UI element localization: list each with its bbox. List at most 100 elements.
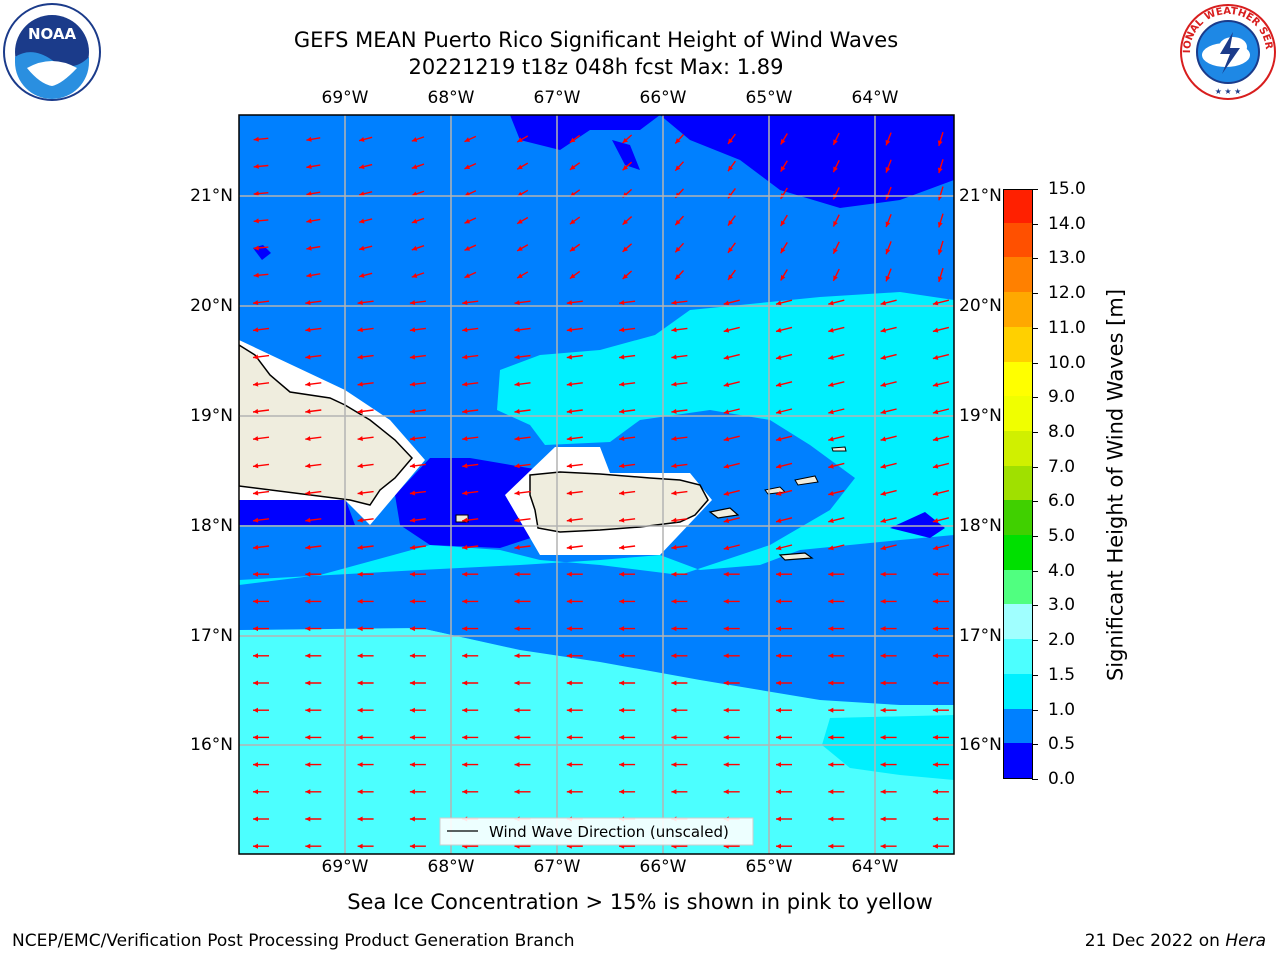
- wave-direction-arrow: [828, 571, 845, 577]
- wave-direction-arrow: [357, 626, 374, 632]
- lon-label-bottom: 66°W: [639, 857, 687, 877]
- wave-direction-arrow: [253, 191, 269, 197]
- wave-direction-arrow: [828, 353, 845, 360]
- colorbar-segment: [1004, 708, 1032, 744]
- colorbar-segment: [1004, 222, 1032, 258]
- colorbar-segment: [1004, 291, 1032, 327]
- wave-direction-arrow: [462, 680, 479, 686]
- wave-direction-arrow: [305, 653, 322, 659]
- map-legend: Wind Wave Direction (unscaled): [439, 817, 754, 846]
- wave-direction-arrow: [253, 843, 269, 849]
- wave-direction-arrow: [885, 241, 892, 255]
- wave-direction-arrow: [723, 299, 740, 306]
- wave-direction-arrow: [619, 734, 636, 740]
- wave-direction-arrow: [880, 653, 897, 659]
- lat-label-left: 18°N: [190, 516, 233, 536]
- wave-direction-arrow: [619, 653, 636, 659]
- wave-direction-arrow: [727, 133, 736, 145]
- wave-direction-arrow: [514, 408, 531, 414]
- wave-direction-arrow: [723, 408, 740, 415]
- wave-direction-arrow: [880, 571, 897, 577]
- wave-direction-arrow: [462, 707, 479, 713]
- wave-direction-arrow: [723, 517, 740, 524]
- wave-direction-arrow: [253, 571, 269, 577]
- wave-direction-arrow: [937, 240, 944, 255]
- wave-direction-arrow: [723, 462, 740, 469]
- wave-direction-arrow: [619, 571, 636, 577]
- wave-direction-arrow: [828, 489, 845, 496]
- wave-direction-arrow: [828, 762, 845, 768]
- footer-date: 21 Dec 2022 on Hera: [1084, 931, 1266, 951]
- svg-text:Wind Wave Direction (unscaled): Wind Wave Direction (unscaled): [489, 823, 729, 841]
- colorbar-segment: [1004, 534, 1032, 570]
- lat-label-right: 21°N: [959, 186, 1002, 206]
- wave-direction-arrow: [357, 680, 374, 686]
- wave-direction-arrow: [409, 598, 426, 604]
- colorbar-segment: [1004, 465, 1032, 501]
- wave-direction-arrow: [358, 272, 373, 278]
- wave-direction-arrow: [880, 462, 897, 469]
- wave-direction-arrow: [464, 271, 477, 279]
- colorbar-tick-label: 2.0: [1031, 630, 1075, 650]
- wave-direction-arrow: [776, 680, 792, 686]
- wave-direction-arrow: [566, 381, 583, 387]
- wave-direction-arrow: [828, 408, 845, 415]
- wave-direction-arrow: [462, 408, 479, 414]
- wave-direction-arrow: [514, 544, 531, 550]
- wave-direction-arrow: [411, 163, 425, 170]
- wave-direction-arrow: [305, 816, 322, 822]
- wave-direction-arrow: [464, 135, 477, 143]
- wave-direction-arrow: [409, 762, 426, 768]
- wave-direction-arrow: [674, 242, 685, 253]
- wave-direction-arrow: [671, 300, 688, 306]
- wave-direction-arrow: [358, 163, 373, 170]
- wave-direction-arrow: [674, 215, 685, 226]
- wave-direction-arrow: [828, 734, 845, 740]
- wave-direction-arrow: [671, 381, 688, 387]
- wave-direction-arrow: [357, 843, 374, 849]
- wave-direction-arrow: [305, 463, 322, 469]
- wave-direction-arrow: [619, 463, 636, 469]
- wave-direction-arrow: [305, 680, 322, 686]
- wave-direction-arrow: [671, 354, 688, 360]
- wave-direction-arrow: [252, 436, 270, 442]
- wave-direction-arrow: [411, 136, 425, 142]
- wave-direction-arrow: [514, 490, 531, 496]
- wave-direction-arrow: [566, 626, 583, 632]
- wave-direction-arrow: [514, 626, 531, 632]
- wave-direction-arrow: [305, 571, 322, 577]
- wave-direction-arrow: [671, 544, 688, 550]
- wave-direction-arrow: [832, 214, 840, 227]
- wave-direction-arrow: [514, 436, 531, 442]
- wave-direction-arrow: [462, 598, 479, 604]
- wave-direction-arrow: [357, 734, 374, 740]
- wave-direction-arrow: [932, 544, 950, 551]
- colorbar-label: Significant Height of Wind Waves [m]: [1103, 288, 1128, 682]
- wave-direction-arrow: [252, 327, 270, 333]
- wave-direction-arrow: [674, 270, 685, 280]
- wave-direction-arrow: [462, 436, 479, 442]
- colorbar-tick-label: 0.5: [1031, 734, 1075, 754]
- colorbar-tick-label: 10.0: [1032, 353, 1086, 373]
- wave-direction-arrow: [566, 544, 583, 550]
- wave-direction-arrow: [619, 598, 636, 604]
- lon-label-top: 67°W: [533, 88, 581, 108]
- wave-direction-arrow: [252, 490, 270, 496]
- colorbar-segment: [1004, 499, 1032, 536]
- wave-direction-arrow: [409, 626, 426, 632]
- wave-direction-arrow: [671, 762, 688, 768]
- wave-direction-arrow: [880, 381, 897, 388]
- wave-direction-arrow: [671, 436, 688, 442]
- wave-direction-arrow: [622, 161, 633, 171]
- wave-direction-arrow: [357, 517, 374, 523]
- lat-label-left: 19°N: [190, 406, 233, 426]
- wave-direction-arrow: [253, 136, 269, 142]
- wave-direction-arrow: [775, 381, 793, 388]
- colorbar-tick-label: 1.5: [1031, 665, 1075, 685]
- wave-direction-arrow: [357, 598, 374, 604]
- wave-direction-arrow: [305, 436, 322, 442]
- wave-direction-arrow: [409, 571, 426, 577]
- wave-direction-arrow: [619, 408, 636, 414]
- colorbar-segment: [1004, 673, 1032, 709]
- wave-direction-arrow: [828, 544, 845, 551]
